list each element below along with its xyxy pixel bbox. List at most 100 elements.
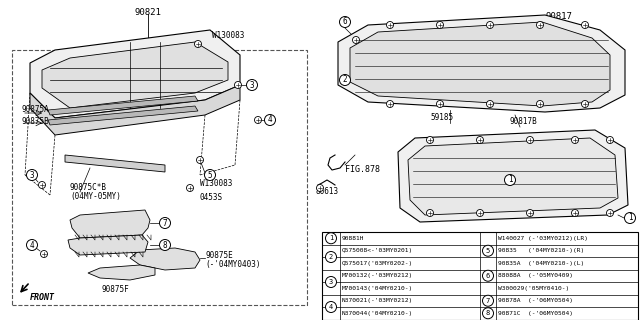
Text: 90875C*B: 90875C*B <box>70 183 107 193</box>
Text: 5: 5 <box>486 248 490 254</box>
Polygon shape <box>30 30 240 118</box>
Text: 1: 1 <box>508 175 512 185</box>
Text: 1: 1 <box>628 213 632 222</box>
Circle shape <box>426 137 433 143</box>
Text: Q575008<-'03MY0201): Q575008<-'03MY0201) <box>342 248 413 253</box>
Text: 90835A  ('04MY0210-)(L): 90835A ('04MY0210-)(L) <box>498 261 584 266</box>
Circle shape <box>326 233 337 244</box>
Circle shape <box>387 100 394 108</box>
Circle shape <box>483 245 493 256</box>
Text: 90875B: 90875B <box>22 117 50 126</box>
Circle shape <box>159 218 170 228</box>
Circle shape <box>536 21 543 28</box>
Circle shape <box>317 185 323 191</box>
Circle shape <box>486 21 493 28</box>
Text: 90875E: 90875E <box>205 251 233 260</box>
Text: 2: 2 <box>329 254 333 260</box>
Text: 5: 5 <box>208 171 212 180</box>
Circle shape <box>26 239 38 251</box>
Circle shape <box>339 75 351 85</box>
Text: Q575017('03MY0202-): Q575017('03MY0202-) <box>342 261 413 266</box>
Circle shape <box>353 36 360 44</box>
Text: 7: 7 <box>486 298 490 304</box>
Circle shape <box>195 41 202 47</box>
Text: 3: 3 <box>329 279 333 285</box>
Circle shape <box>607 137 614 143</box>
Circle shape <box>159 239 170 251</box>
Text: FRONT: FRONT <box>30 293 55 302</box>
Polygon shape <box>42 42 228 108</box>
Text: 3: 3 <box>29 171 35 180</box>
Circle shape <box>607 210 614 217</box>
Circle shape <box>477 137 483 143</box>
Circle shape <box>246 79 257 91</box>
Text: M700143('04MY0210-): M700143('04MY0210-) <box>342 286 413 291</box>
Circle shape <box>264 115 275 125</box>
Circle shape <box>436 21 444 28</box>
Text: W130083: W130083 <box>212 31 244 41</box>
Circle shape <box>326 252 337 262</box>
Circle shape <box>625 212 636 223</box>
Circle shape <box>234 82 241 89</box>
Text: FIG.878: FIG.878 <box>345 165 380 174</box>
Text: 4: 4 <box>329 304 333 310</box>
Circle shape <box>572 137 579 143</box>
Text: 86613: 86613 <box>315 188 338 196</box>
Text: 8: 8 <box>163 241 167 250</box>
Text: 3: 3 <box>250 81 254 90</box>
Circle shape <box>40 251 47 258</box>
Text: 6: 6 <box>486 273 490 279</box>
Text: M700132(-'03MY0212): M700132(-'03MY0212) <box>342 273 413 278</box>
Bar <box>12 50 307 305</box>
Text: 90821: 90821 <box>134 8 161 17</box>
Polygon shape <box>88 265 155 280</box>
Text: 90871C  (-'06MY0504): 90871C (-'06MY0504) <box>498 311 573 316</box>
Text: 88088A  (-'05MY0409): 88088A (-'05MY0409) <box>498 273 573 278</box>
Polygon shape <box>398 130 628 222</box>
Text: 7: 7 <box>163 219 167 228</box>
Text: 90875A: 90875A <box>22 106 50 115</box>
Text: W140027 (-'03MY0212)(LR): W140027 (-'03MY0212)(LR) <box>498 236 588 241</box>
Circle shape <box>582 100 589 108</box>
Circle shape <box>387 21 394 28</box>
Text: W130083: W130083 <box>200 179 232 188</box>
Text: (04MY-05MY): (04MY-05MY) <box>70 193 121 202</box>
Text: A910001035: A910001035 <box>592 311 638 320</box>
Circle shape <box>504 174 515 186</box>
Polygon shape <box>350 22 610 106</box>
Circle shape <box>186 185 193 191</box>
Text: 6: 6 <box>342 18 348 27</box>
Polygon shape <box>338 15 625 112</box>
Text: 2: 2 <box>342 76 348 84</box>
Circle shape <box>426 210 433 217</box>
Text: 4: 4 <box>268 116 272 124</box>
Polygon shape <box>68 235 148 255</box>
Polygon shape <box>48 106 198 125</box>
Circle shape <box>326 276 337 287</box>
Polygon shape <box>48 96 198 115</box>
Polygon shape <box>30 85 240 135</box>
Circle shape <box>326 301 337 313</box>
Circle shape <box>205 170 216 180</box>
Polygon shape <box>408 138 618 215</box>
Text: 0453S: 0453S <box>200 194 223 203</box>
Polygon shape <box>70 210 150 238</box>
Text: 90835   ('04MY0210-)(R): 90835 ('04MY0210-)(R) <box>498 248 584 253</box>
Circle shape <box>483 308 493 319</box>
Bar <box>322 232 638 319</box>
Circle shape <box>582 21 589 28</box>
Circle shape <box>477 210 483 217</box>
Circle shape <box>38 181 45 188</box>
Text: 90817B: 90817B <box>510 117 538 126</box>
Text: N370044('04MY0210-): N370044('04MY0210-) <box>342 311 413 316</box>
Text: 90878A  (-'06MY0504): 90878A (-'06MY0504) <box>498 298 573 303</box>
Text: 90817: 90817 <box>545 12 572 21</box>
Text: 4: 4 <box>29 241 35 250</box>
Text: 90875F: 90875F <box>101 285 129 294</box>
Circle shape <box>339 17 351 28</box>
Circle shape <box>527 137 534 143</box>
Text: N370021(-'03MY0212): N370021(-'03MY0212) <box>342 298 413 303</box>
Circle shape <box>26 170 38 180</box>
Circle shape <box>255 116 262 124</box>
Text: 1: 1 <box>329 235 333 241</box>
